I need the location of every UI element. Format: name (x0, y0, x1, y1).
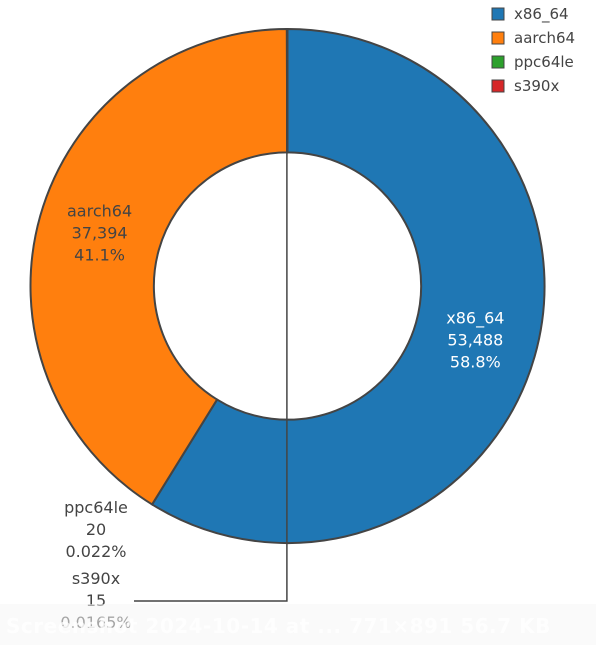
legend-swatch (491, 79, 505, 93)
legend[interactable]: x86_64 aarch64 ppc64le s390x (491, 5, 575, 95)
legend-label: ppc64le (514, 53, 574, 71)
legend-item-s390x[interactable]: s390x (491, 77, 559, 95)
slice-aarch64[interactable] (29, 27, 289, 506)
label-x86-64: x86_64 53,488 58.8% (446, 308, 504, 371)
image-caption-bar (0, 604, 596, 645)
legend-label: x86_64 (514, 5, 569, 24)
image-caption: Screenshot 2024-10-14 at ... 771×891 56.… (6, 614, 551, 638)
legend-swatch (491, 55, 505, 69)
label-ppc64le: ppc64le 20 0.022% (64, 498, 128, 561)
slice-x86-64[interactable] (150, 27, 546, 544)
legend-item-x86-64[interactable]: x86_64 (491, 5, 569, 24)
label-aarch64: aarch64 37,394 41.1% (67, 202, 132, 265)
legend-label: s390x (514, 77, 559, 95)
legend-item-aarch64[interactable]: aarch64 (491, 29, 575, 47)
legend-swatch (491, 31, 505, 45)
labels-layer: x86_64 53,488 58.8% aarch64 37,394 41.1% ppc64… (60, 29, 504, 632)
legend-label: aarch64 (514, 29, 575, 47)
leader-line (134, 29, 288, 602)
legend-item-ppc64le[interactable]: ppc64le (491, 53, 574, 71)
legend-swatch (491, 7, 505, 21)
